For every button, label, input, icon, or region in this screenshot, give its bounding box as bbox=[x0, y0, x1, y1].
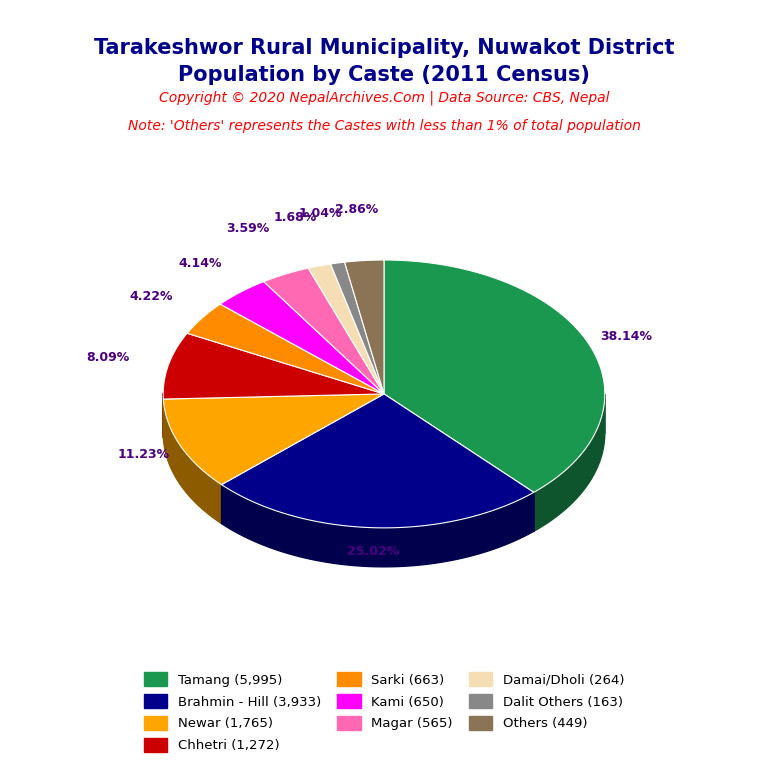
Text: 8.09%: 8.09% bbox=[86, 351, 130, 364]
Polygon shape bbox=[534, 394, 604, 531]
Polygon shape bbox=[345, 260, 384, 394]
Text: 2.86%: 2.86% bbox=[335, 204, 379, 217]
Polygon shape bbox=[164, 394, 384, 485]
Polygon shape bbox=[384, 260, 604, 492]
Text: 1.04%: 1.04% bbox=[298, 207, 342, 220]
Text: 3.59%: 3.59% bbox=[227, 222, 270, 235]
Text: 38.14%: 38.14% bbox=[601, 330, 653, 343]
Polygon shape bbox=[164, 333, 384, 399]
Polygon shape bbox=[164, 399, 221, 524]
Text: 11.23%: 11.23% bbox=[117, 448, 169, 461]
Text: 4.14%: 4.14% bbox=[179, 257, 223, 270]
Text: Note: 'Others' represents the Castes with less than 1% of total population: Note: 'Others' represents the Castes wit… bbox=[127, 119, 641, 133]
Polygon shape bbox=[308, 264, 384, 394]
Polygon shape bbox=[221, 394, 534, 528]
Text: 1.68%: 1.68% bbox=[273, 210, 316, 223]
Polygon shape bbox=[187, 304, 384, 394]
Text: Population by Caste (2011 Census): Population by Caste (2011 Census) bbox=[178, 65, 590, 85]
Text: 4.22%: 4.22% bbox=[129, 290, 173, 303]
Polygon shape bbox=[221, 485, 534, 567]
Text: Copyright © 2020 NepalArchives.Com | Data Source: CBS, Nepal: Copyright © 2020 NepalArchives.Com | Dat… bbox=[159, 91, 609, 105]
Polygon shape bbox=[220, 282, 384, 394]
Text: Tarakeshwor Rural Municipality, Nuwakot District: Tarakeshwor Rural Municipality, Nuwakot … bbox=[94, 38, 674, 58]
Polygon shape bbox=[263, 268, 384, 394]
Legend: Tamang (5,995), Brahmin - Hill (3,933), Newar (1,765), Chhetri (1,272), Sarki (6: Tamang (5,995), Brahmin - Hill (3,933), … bbox=[138, 667, 630, 757]
Text: 25.02%: 25.02% bbox=[347, 545, 399, 558]
Polygon shape bbox=[330, 262, 384, 394]
